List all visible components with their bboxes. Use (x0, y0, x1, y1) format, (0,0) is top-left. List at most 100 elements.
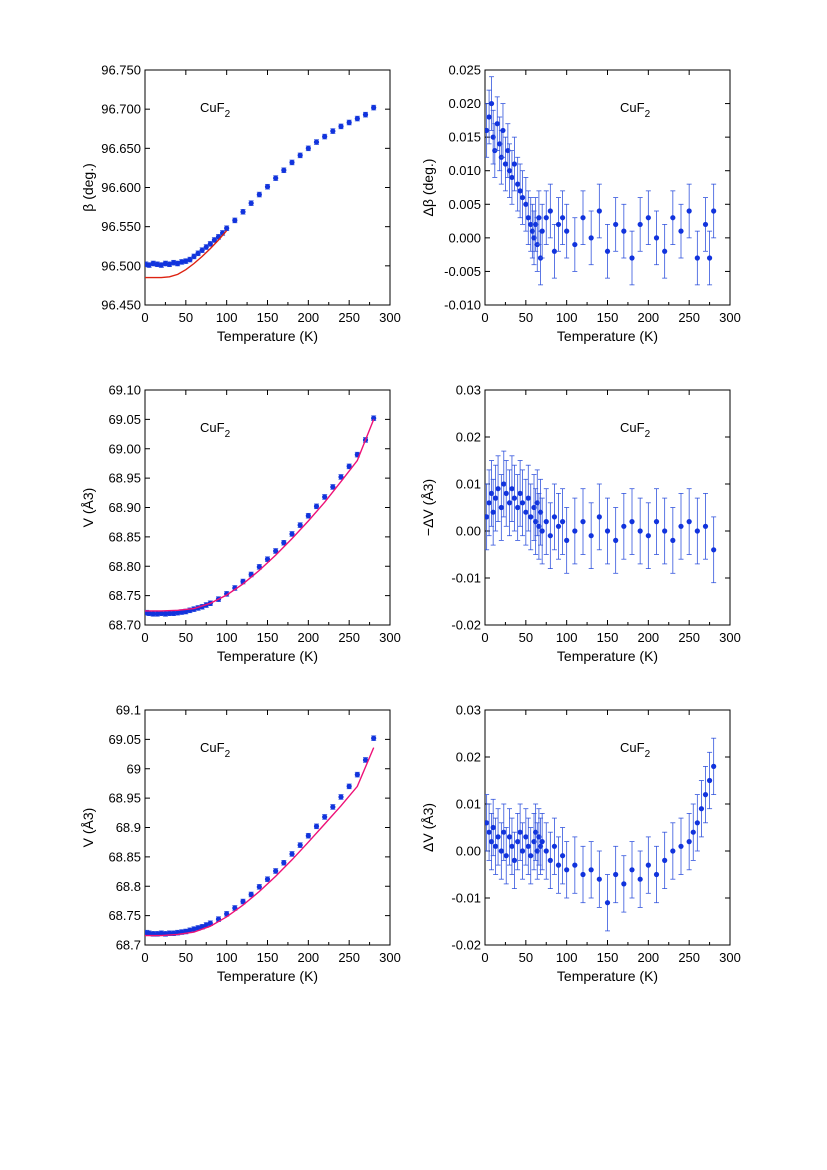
data-layer (485, 450, 717, 584)
data-point (678, 523, 684, 529)
x-axis-title: Temperature (K) (217, 648, 318, 664)
data-point (371, 735, 377, 741)
x-tick-label: 50 (179, 630, 193, 645)
x-tick-label: 150 (257, 630, 279, 645)
y-tick-label: 68.75 (108, 908, 141, 923)
data-point (702, 792, 709, 798)
data-point (551, 248, 558, 254)
data-point (523, 834, 529, 840)
data-point (613, 537, 619, 543)
y-tick-label: 0.01 (456, 797, 481, 812)
data-point (588, 235, 594, 241)
compound-annotation: CuF2 (620, 100, 651, 120)
y-tick-label: 0.000 (448, 230, 481, 245)
data-point (486, 114, 492, 120)
data-point (256, 564, 262, 570)
data-point (158, 610, 164, 616)
data-point (166, 261, 173, 267)
compound-subscript: 2 (225, 109, 231, 120)
compound-subscript: 2 (225, 429, 231, 440)
data-point (596, 876, 602, 882)
x-tick-label: 300 (719, 630, 741, 645)
compound-subscript: 2 (645, 429, 651, 440)
data-point (588, 533, 594, 539)
y-tick-label: 68.8 (116, 879, 141, 894)
data-point (150, 260, 156, 267)
data-point (528, 853, 534, 859)
data-point (564, 228, 570, 234)
x-tick-label: 0 (481, 310, 488, 325)
data-point (297, 522, 303, 528)
data-point (498, 504, 504, 511)
x-tick-label: 50 (519, 950, 533, 965)
data-point (187, 256, 193, 263)
data-point (211, 237, 218, 243)
data-point (203, 244, 209, 250)
data-point (179, 259, 185, 265)
chart-svg-p6: 0 50 100 150 200 250 300 -0.02 -0.01 0.00 0.01 0.02… (420, 703, 741, 985)
data-point (338, 474, 344, 480)
x-tick-label: 150 (597, 950, 619, 965)
data-point (486, 829, 492, 835)
data-point (248, 891, 254, 898)
data-point (289, 159, 295, 166)
chart-svg-p3: 0 50 100 150 200 250 300 68.70 68.75 68.80 68.85 68… (80, 383, 401, 665)
data-point (604, 528, 611, 534)
data-point (154, 261, 160, 267)
data-point (572, 862, 578, 868)
data-point (187, 927, 193, 933)
x-tick-label: 250 (678, 310, 700, 325)
data-point (322, 494, 328, 500)
data-point (162, 611, 169, 617)
data-point (588, 867, 594, 873)
y-tick-label: 69.05 (108, 732, 141, 747)
x-axis-title: Temperature (K) (557, 648, 658, 664)
data-point (256, 191, 262, 198)
x-tick-label: 200 (637, 950, 659, 965)
data-point (572, 528, 578, 534)
data-point (354, 772, 360, 778)
y-tick-label: 96.550 (101, 219, 141, 234)
data-point (523, 509, 529, 515)
data-point (525, 843, 531, 849)
data-point (596, 208, 602, 214)
data-point (281, 540, 287, 546)
data-point (515, 839, 521, 845)
data-point (509, 843, 515, 849)
data-point (564, 867, 570, 873)
data-layer (145, 104, 377, 279)
chart-volume-vs-temperature-2: 0 50 100 150 200 250 300 68.7 68.75 68.8 68.85 68.9… (60, 692, 401, 1002)
x-tick-label: 250 (338, 630, 360, 645)
y-tick-label: 68.70 (108, 618, 141, 633)
data-point (511, 857, 517, 863)
data-point (580, 519, 586, 525)
y-tick-label: 0.03 (456, 703, 481, 718)
y-tick-label: -0.02 (451, 938, 481, 953)
data-point (338, 794, 344, 800)
data-point (547, 208, 553, 214)
data-point (555, 221, 562, 228)
y-tick-label: 68.85 (108, 849, 141, 864)
data-point (662, 857, 668, 863)
x-tick-label: 150 (257, 950, 279, 965)
y-tick-label: -0.005 (444, 264, 481, 279)
data-point (207, 920, 213, 926)
x-tick-label: 0 (141, 310, 148, 325)
data-point (313, 823, 320, 829)
data-point (146, 610, 152, 616)
data-point (264, 556, 271, 562)
data-point (162, 260, 169, 267)
data-point (694, 820, 700, 826)
y-tick-label: 69.05 (108, 412, 141, 427)
y-tick-label: 0.02 (456, 750, 481, 765)
data-point (519, 500, 526, 506)
y-tick-label: -0.010 (444, 298, 481, 313)
data-point (711, 547, 717, 553)
x-tick-label: 250 (338, 310, 360, 325)
x-tick-label: 200 (637, 630, 659, 645)
data-point (678, 843, 684, 849)
data-point (175, 610, 181, 616)
data-point (555, 862, 562, 868)
data-point (273, 868, 279, 874)
fit-curve (145, 747, 375, 937)
